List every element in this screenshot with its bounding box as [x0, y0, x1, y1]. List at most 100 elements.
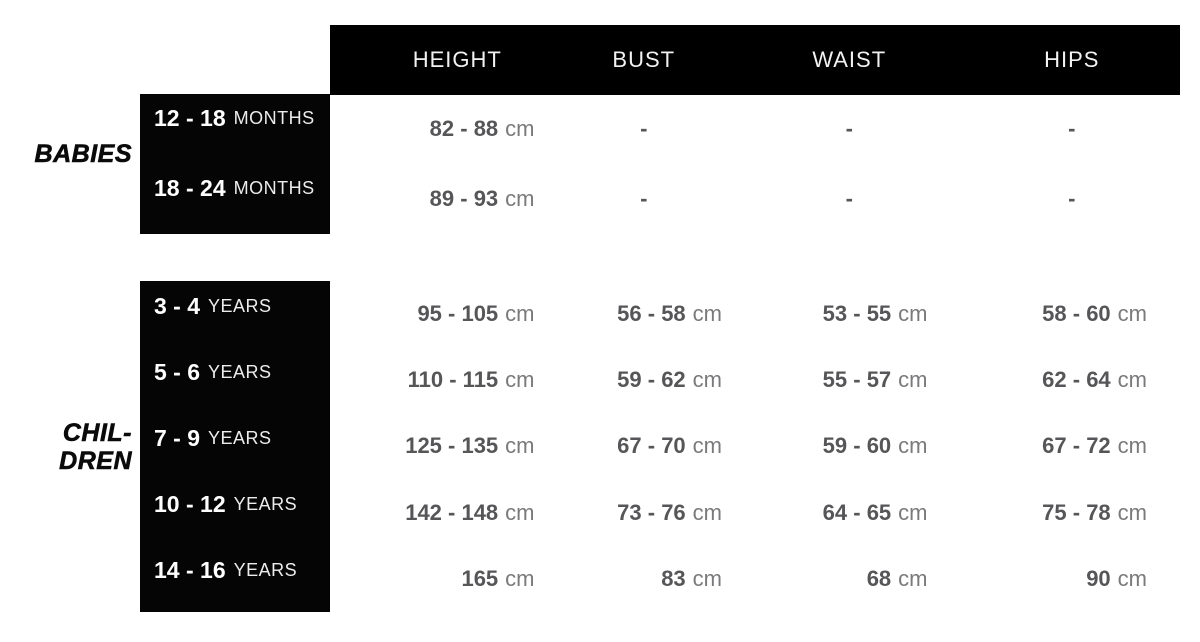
measurement-value: 82 - 88	[429, 116, 499, 141]
column-header-bust: BUST	[612, 47, 676, 72]
measurement-unit: cm	[505, 499, 535, 525]
measurement-unit: cm	[692, 301, 722, 327]
measurement-value: 59 - 62	[617, 367, 686, 393]
measurement-value: 68	[866, 565, 892, 591]
empty-value-dash: -	[845, 186, 853, 211]
waist-value-cell: 64 - 65 cm	[755, 480, 968, 546]
column-header-height: HEIGHT	[412, 47, 502, 72]
measurement-value: 58 - 60	[1042, 301, 1111, 327]
height-value-cell: 142 - 148 cm	[330, 480, 543, 546]
bust-value-cell: -	[543, 94, 756, 164]
column-header-height-cell: HEIGHT	[330, 47, 543, 73]
bust-value-cell: 59 - 62 cm	[543, 347, 756, 413]
measurement-unit: cm	[692, 499, 722, 525]
measurement-unit: cm	[1117, 367, 1147, 393]
babies-section: BABIES 12 - 18 MONTHS 18 - 24 MONTHS 82 …	[0, 94, 1180, 234]
measurement-unit: cm	[505, 116, 535, 141]
age-range: 12 - 18	[154, 104, 226, 131]
measurement-value: 55 - 57	[822, 367, 892, 393]
waist-value-cell: -	[755, 94, 968, 164]
group-label-line: CHIL-	[62, 418, 132, 447]
column-header-waist: WAIST	[812, 47, 887, 72]
age-range: 14 - 16	[154, 557, 226, 584]
waist-value-cell: 59 - 60 cm	[755, 413, 968, 479]
age-row: 3 - 4 YEARS	[140, 273, 330, 339]
age-row: 18 - 24 MONTHS	[140, 153, 330, 223]
measurement-unit: cm	[898, 499, 928, 525]
height-value-cell: 125 - 135 cm	[330, 413, 543, 479]
empty-value-dash: -	[640, 186, 648, 211]
group-label-line: DREN	[59, 446, 132, 475]
measurement-value: 125 - 135	[405, 433, 499, 459]
age-row: 5 - 6 YEARS	[140, 339, 330, 405]
measurement-unit: cm	[692, 433, 722, 459]
hips-value-cell: 75 - 78 cm	[968, 480, 1181, 546]
measurement-unit: cm	[1117, 565, 1147, 591]
measurement-unit: cm	[692, 565, 722, 591]
age-range: 10 - 12	[154, 491, 226, 518]
measurement-value: 59 - 60	[822, 433, 892, 459]
group-label-line: BABIES	[34, 140, 132, 169]
measurement-value: 90	[1086, 565, 1111, 591]
measurement-unit: cm	[505, 367, 535, 393]
column-header-waist-cell: WAIST	[755, 47, 968, 73]
empty-value-dash: -	[1068, 116, 1076, 141]
measurement-unit: cm	[1117, 301, 1147, 327]
measurement-unit: cm	[692, 367, 722, 393]
children-section: CHIL- DREN 3 - 4 YEARS 5 - 6 YEARS 7 - 9…	[0, 281, 1180, 612]
height-value-cell: 110 - 115 cm	[330, 347, 543, 413]
bust-value-cell: 56 - 58 cm	[543, 281, 756, 347]
height-value-cell: 82 - 88 cm	[330, 94, 543, 164]
measurement-value: 110 - 115	[407, 367, 499, 393]
bust-value-cell: 67 - 70 cm	[543, 413, 756, 479]
measurement-unit: cm	[898, 433, 928, 459]
group-label-babies: BABIES	[0, 84, 132, 224]
bust-value-cell: -	[543, 164, 756, 234]
measurement-unit: cm	[898, 301, 928, 327]
babies-age-box: 12 - 18 MONTHS 18 - 24 MONTHS	[140, 94, 330, 234]
waist-value-cell: -	[755, 164, 968, 234]
waist-value-cell: 55 - 57 cm	[755, 347, 968, 413]
table-header-row: HEIGHT BUST WAIST HIPS	[330, 25, 1180, 95]
children-values-grid: 95 - 105 cm 56 - 58 cm 53 - 55 cm 58 - 60 cm…	[330, 281, 1180, 612]
measurement-value: 64 - 65	[822, 499, 892, 525]
empty-value-dash: -	[1068, 186, 1076, 211]
measurement-unit: cm	[1117, 433, 1147, 459]
empty-value-dash: -	[845, 116, 853, 141]
measurement-unit: cm	[898, 565, 928, 591]
column-header-hips: HIPS	[1044, 47, 1100, 72]
measurement-value: 56 - 58	[617, 301, 686, 327]
height-value-cell: 165 cm	[330, 546, 543, 612]
age-range: 7 - 9	[154, 424, 201, 451]
group-label-children: CHIL- DREN	[0, 281, 132, 612]
age-unit-label: MONTHS	[233, 107, 315, 128]
age-unit-label: YEARS	[208, 427, 272, 448]
measurement-unit: cm	[505, 433, 535, 459]
hips-value-cell: -	[968, 94, 1181, 164]
measurement-value: 67 - 72	[1042, 433, 1111, 459]
column-header-hips-cell: HIPS	[968, 47, 1181, 73]
age-row: 14 - 16 YEARS	[140, 538, 330, 604]
waist-value-cell: 53 - 55 cm	[755, 281, 968, 347]
measurement-unit: cm	[505, 565, 535, 591]
measurement-value: 89 - 93	[429, 186, 499, 211]
height-value-cell: 89 - 93 cm	[330, 164, 543, 234]
measurement-unit: cm	[898, 367, 928, 393]
measurement-value: 62 - 64	[1042, 367, 1111, 393]
age-row: 7 - 9 YEARS	[140, 405, 330, 471]
age-row: 12 - 18 MONTHS	[140, 83, 330, 153]
age-range: 18 - 24	[154, 174, 226, 201]
column-header-bust-cell: BUST	[543, 47, 756, 73]
age-unit-label: YEARS	[208, 295, 272, 316]
waist-value-cell: 68 cm	[755, 546, 968, 612]
measurement-value: 83	[661, 565, 686, 591]
measurement-unit: cm	[1117, 499, 1147, 525]
age-range: 5 - 6	[154, 358, 201, 385]
age-range: 3 - 4	[154, 292, 201, 319]
babies-values-grid: 82 - 88 cm - - - 89 - 93 cm - - -	[330, 94, 1180, 234]
hips-value-cell: 90 cm	[968, 546, 1181, 612]
measurement-value: 95 - 105	[417, 301, 499, 327]
measurement-value: 142 - 148	[405, 499, 499, 525]
age-row: 10 - 12 YEARS	[140, 472, 330, 538]
